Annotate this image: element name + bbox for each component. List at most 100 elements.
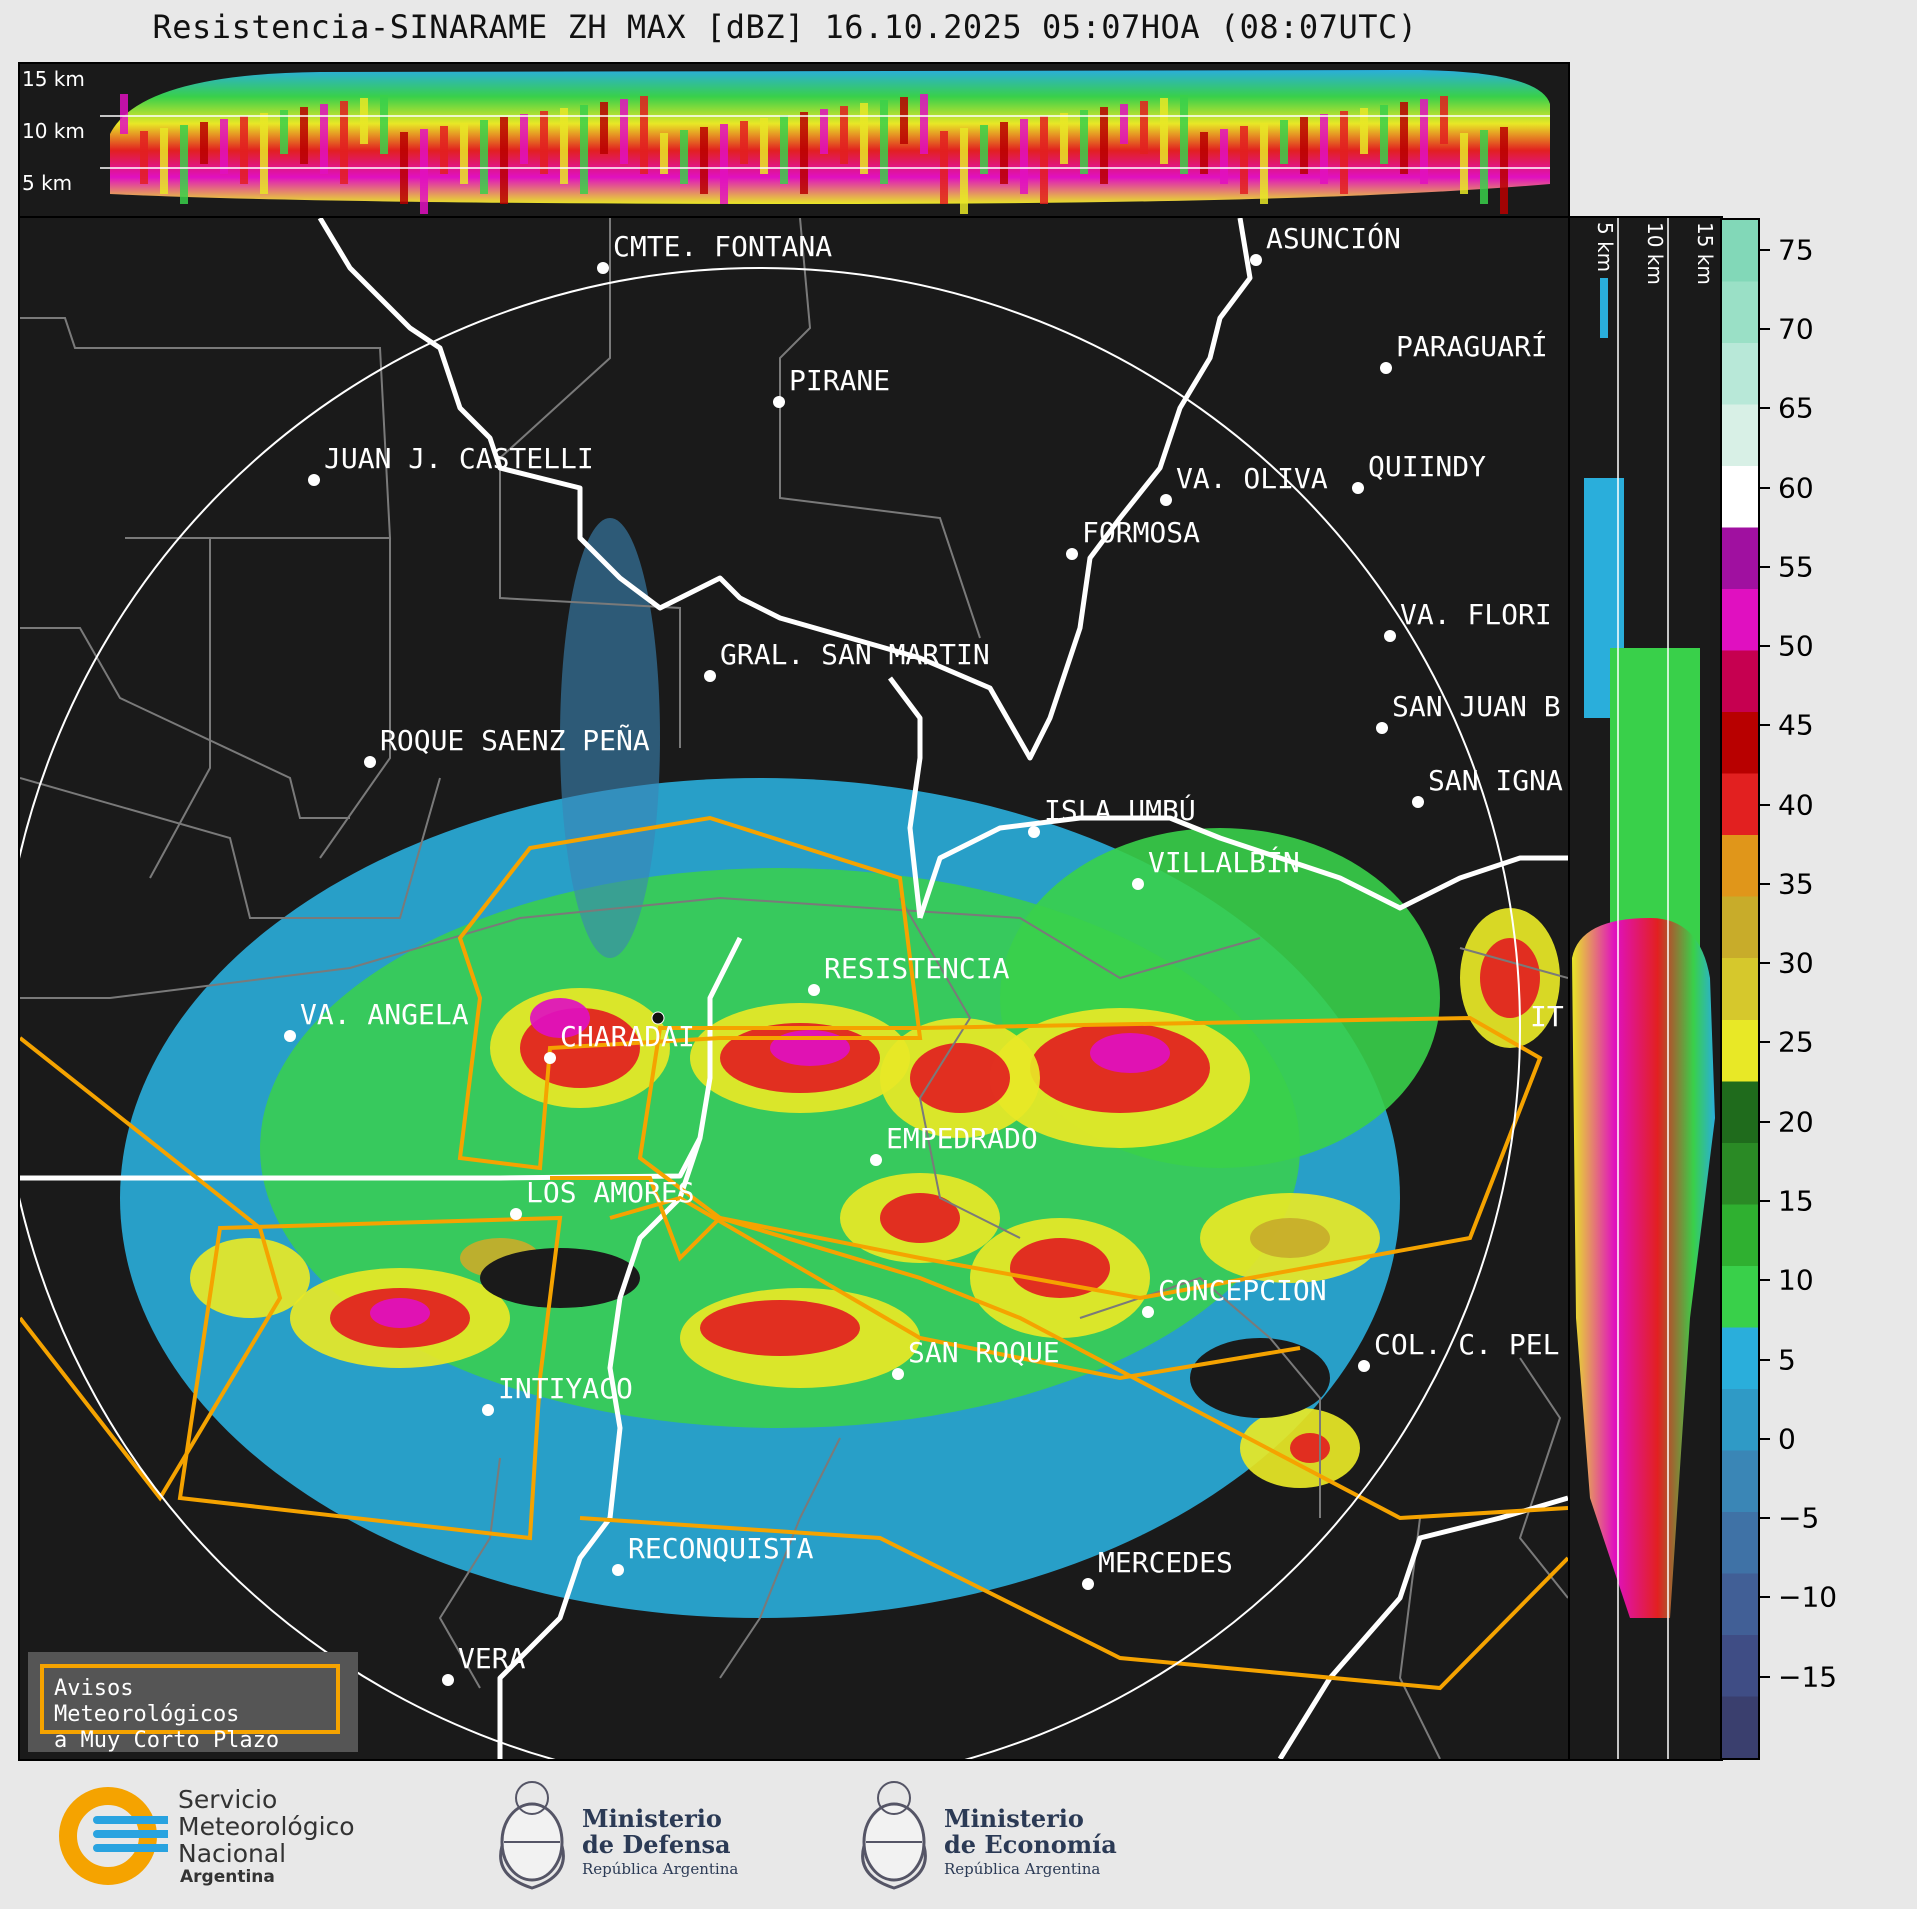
colorbar-tick-label: 60	[1778, 471, 1814, 505]
reflectivity-streak	[880, 100, 888, 184]
city-san-igna[interactable]: SAN IGNA	[1428, 764, 1563, 797]
reflectivity-streak	[1080, 110, 1088, 174]
city-paraguari[interactable]: PARAGUARÍ	[1396, 329, 1548, 363]
city-formosa[interactable]: FORMOSA	[1082, 516, 1200, 549]
city-quiindy[interactable]: QUIINDY	[1368, 450, 1486, 483]
reflectivity-streak	[640, 96, 648, 174]
reflectivity-streak	[660, 133, 668, 174]
reflectivity-streak	[520, 114, 528, 164]
city-charadai[interactable]: CHARADAI	[560, 1020, 695, 1053]
reflectivity-streak	[620, 99, 628, 164]
city-asuncion[interactable]: ASUNCIÓN	[1266, 221, 1401, 255]
reflectivity-streak	[700, 127, 708, 194]
city-it[interactable]: IT	[1530, 1000, 1564, 1033]
reflectivity-streak	[1420, 99, 1428, 184]
reflectivity-streak	[860, 103, 868, 174]
city-marker	[510, 1208, 522, 1220]
city-va-oliva[interactable]: VA. OLIVA	[1176, 462, 1328, 495]
storm-cell	[1010, 1238, 1110, 1298]
colorbar-tick-label: 75	[1778, 233, 1814, 267]
reflectivity-streak	[1440, 96, 1448, 144]
economia-title-2: de Economía	[944, 1830, 1117, 1859]
city-cmte-fontana[interactable]: CMTE. FONTANA	[613, 230, 832, 263]
smn-name-1: Servicio	[178, 1785, 278, 1814]
reflectivity-streak	[1320, 114, 1328, 184]
warning-legend: Avisos Meteorológicos a Muy Corto Plazo	[28, 1652, 358, 1753]
colorbar-tick-label: −15	[1778, 1660, 1838, 1694]
city-va-flori[interactable]: VA. FLORI	[1400, 598, 1552, 631]
reflectivity-streak	[480, 120, 488, 194]
reflectivity-streak	[1480, 130, 1488, 204]
city-marker	[892, 1368, 904, 1380]
city-resistencia[interactable]: RESISTENCIA	[824, 952, 1010, 985]
defensa-title-1: Ministerio	[582, 1804, 722, 1833]
reflectivity-streak	[720, 124, 728, 204]
city-marker	[544, 1052, 556, 1064]
city-pirane[interactable]: PIRANE	[789, 364, 890, 397]
storm-cell	[530, 998, 590, 1038]
city-marker	[364, 756, 376, 768]
height-label-15km: 15 km	[1693, 222, 1717, 285]
city-san-juan-b[interactable]: SAN JUAN B	[1392, 690, 1561, 723]
coat-of-arms-icon	[494, 1776, 570, 1896]
city-reconquista[interactable]: RECONQUISTA	[628, 1532, 814, 1565]
city-va-angela[interactable]: VA. ANGELA	[300, 998, 469, 1031]
colorbar-tick	[1760, 327, 1770, 330]
city-gral-san-martin[interactable]: GRAL. SAN MARTIN	[720, 638, 990, 671]
profile-echo	[1610, 648, 1700, 948]
warning-polygon	[609, 1195, 1301, 1381]
city-los-amores[interactable]: LOS AMORES	[526, 1176, 695, 1209]
colorbar-tick	[1760, 882, 1770, 885]
city-san-roque[interactable]: SAN ROQUE	[908, 1336, 1060, 1369]
storm-cell	[700, 1300, 860, 1356]
smn-name-3: Nacional	[178, 1839, 287, 1868]
city-marker	[1384, 630, 1396, 642]
reflectivity-streak	[560, 108, 568, 184]
reflectivity-streak	[220, 119, 228, 174]
top-height-profile: 15 km 10 km 5 km	[18, 62, 1570, 218]
colorbar-tick	[1760, 1358, 1770, 1361]
reflectivity-streak	[340, 101, 348, 184]
reflectivity-streak	[760, 118, 768, 174]
reflectivity-streak	[1140, 101, 1148, 154]
radar-range-ring	[20, 267, 1521, 1759]
reflectivity-streak	[740, 121, 748, 164]
economia-title-1: Ministerio	[944, 1804, 1084, 1833]
height-label-15km: 15 km	[22, 67, 85, 91]
city-intiyaco[interactable]: INTIYACO	[498, 1372, 633, 1405]
city-isla-umbu[interactable]: ISLA UMBÚ	[1044, 793, 1196, 827]
reflectivity-streak	[680, 130, 688, 184]
reflectivity-streak	[420, 129, 428, 214]
height-label-10km: 10 km	[1643, 222, 1667, 285]
city-marker	[1132, 878, 1144, 890]
reflectivity-streak	[920, 94, 928, 154]
colorbar-tick-label: −5	[1778, 1501, 1820, 1535]
colorbar-tick-label: 10	[1778, 1263, 1814, 1297]
city-roque-saenz-pena[interactable]: ROQUE SAENZ PEÑA	[380, 723, 650, 757]
reflectivity-streak	[1400, 102, 1408, 174]
city-empedrado[interactable]: EMPEDRADO	[886, 1122, 1038, 1155]
reflectivity-streak	[1100, 107, 1108, 184]
city-col-c-pel[interactable]: COL. C. PEL	[1374, 1328, 1559, 1361]
colorbar-tick	[1760, 1200, 1770, 1203]
colorbar-tick	[1760, 803, 1770, 806]
reflectivity-streak	[980, 125, 988, 174]
reflectivity-streak	[840, 106, 848, 164]
colorbar-tick	[1760, 1517, 1770, 1520]
city-mercedes[interactable]: MERCEDES	[1098, 1546, 1233, 1579]
profile-echo	[1600, 278, 1608, 338]
radar-site-marker	[651, 1011, 665, 1025]
smn-logo	[58, 1786, 168, 1886]
storm-cell	[880, 1193, 960, 1243]
reflectivity-streak	[600, 102, 608, 154]
city-villalbin[interactable]: VILLALBÍN	[1148, 845, 1300, 879]
legend-line-2: a Muy Corto Plazo	[54, 1728, 280, 1753]
colorbar-tick-label: 25	[1778, 1025, 1814, 1059]
city-juan-j-castelli[interactable]: JUAN J. CASTELLI	[324, 442, 594, 475]
colorbar-tick	[1760, 645, 1770, 648]
reflectivity-streak	[320, 104, 328, 174]
city-vera[interactable]: VERA	[458, 1642, 526, 1675]
height-label-5km: 5 km	[1593, 222, 1617, 272]
radar-map[interactable]: CMTE. FONTANA ASUNCIÓN PIRANE PARAGUARÍ …	[18, 216, 1570, 1761]
city-concepcion[interactable]: CONCEPCION	[1158, 1274, 1327, 1307]
